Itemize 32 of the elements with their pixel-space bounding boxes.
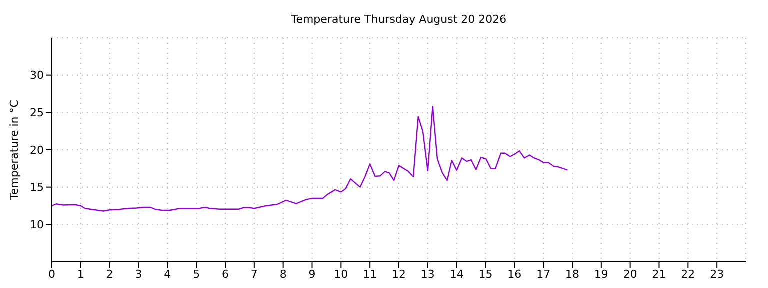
x-tick-label: 14 xyxy=(450,268,464,281)
x-tick-label: 7 xyxy=(250,268,258,281)
x-tick-label: 16 xyxy=(508,268,522,281)
x-tick-label: 20 xyxy=(623,268,638,281)
y-tick-label: 20 xyxy=(30,144,44,157)
x-tick-label: 10 xyxy=(334,268,348,281)
x-tick-label: 6 xyxy=(222,268,229,281)
x-tick-label: 22 xyxy=(681,268,696,281)
chart-title: Temperature Thursday August 20 2026 xyxy=(290,13,508,26)
x-tick-label: 0 xyxy=(48,268,56,281)
x-tick-label: 5 xyxy=(193,268,200,281)
x-tick-label: 9 xyxy=(308,268,316,281)
y-tick-label: 25 xyxy=(30,106,44,120)
y-tick-label: 15 xyxy=(30,181,44,194)
x-tick-label: 3 xyxy=(135,268,142,281)
x-tick-label: 1 xyxy=(77,268,84,281)
x-tick-label: 11 xyxy=(363,268,378,281)
x-tick-label: 12 xyxy=(392,268,406,281)
x-tick-label: 15 xyxy=(478,268,493,281)
x-tick-label: 23 xyxy=(710,268,724,281)
x-tick-label: 21 xyxy=(652,268,666,281)
x-tick-label: 2 xyxy=(106,268,114,281)
x-tick-label: 19 xyxy=(594,268,608,281)
x-tick-label: 8 xyxy=(280,268,287,281)
x-tick-label: 18 xyxy=(566,268,580,281)
line-series xyxy=(52,106,568,212)
x-tick-label: 13 xyxy=(420,268,435,281)
x-tick-label: 17 xyxy=(536,268,551,281)
y-axis-title: Temperature in °C xyxy=(8,100,21,201)
y-tick-label: 30 xyxy=(30,69,44,82)
x-tick-label: 4 xyxy=(164,268,172,281)
y-tick-label: 10 xyxy=(30,218,44,232)
